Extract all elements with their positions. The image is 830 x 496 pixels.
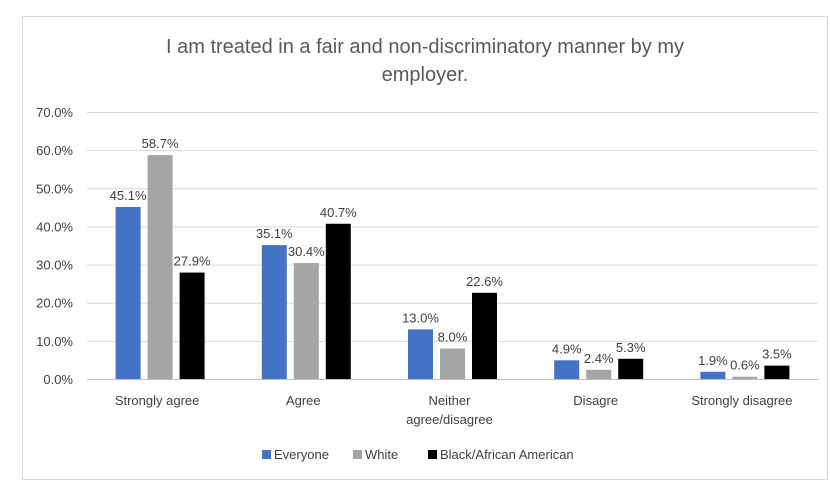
- legend-label: Everyone: [274, 447, 329, 462]
- x-category-label: agree/disagree: [406, 412, 493, 427]
- bar-black-african-american: [618, 358, 644, 379]
- bar-everyone: [700, 371, 726, 379]
- x-category-label: Neither: [429, 393, 472, 408]
- data-label: 5.3%: [616, 340, 646, 355]
- data-label: 45.1%: [110, 188, 147, 203]
- y-tick-label: 20.0%: [36, 296, 73, 311]
- bar-everyone: [115, 206, 141, 379]
- bar-everyone: [554, 360, 580, 379]
- legend-swatch: [428, 450, 437, 459]
- bar-black-african-american: [179, 272, 205, 379]
- y-tick-label: 50.0%: [36, 181, 73, 196]
- data-label: 0.6%: [730, 358, 760, 373]
- bar-everyone: [261, 245, 287, 379]
- bar-black-african-american: [325, 223, 351, 379]
- data-label: 22.6%: [466, 274, 503, 289]
- data-label: 40.7%: [320, 205, 357, 220]
- y-tick-label: 30.0%: [36, 258, 73, 273]
- bar-white: [440, 348, 465, 379]
- data-label: 35.1%: [256, 226, 293, 241]
- y-tick-label: 70.0%: [36, 105, 73, 120]
- data-label: 1.9%: [698, 353, 728, 368]
- data-label: 27.9%: [174, 254, 211, 269]
- bar-everyone: [408, 329, 433, 379]
- legend-label: Black/African American: [440, 447, 574, 462]
- y-tick-label: 0.0%: [43, 372, 73, 387]
- y-tick-label: 40.0%: [36, 219, 73, 234]
- x-category-label: Strongly agree: [115, 393, 200, 408]
- bar-black-african-american: [472, 292, 497, 379]
- legend-swatch: [353, 450, 362, 459]
- x-category-label: Strongly disagree: [691, 393, 792, 408]
- data-label: 13.0%: [402, 310, 439, 325]
- data-label: 4.9%: [552, 341, 582, 356]
- bar-black-african-american: [764, 365, 790, 379]
- chart-title-line-2: employer.: [382, 64, 469, 86]
- chart-title-line-1: I am treated in a fair and non-discrimin…: [166, 36, 684, 58]
- data-label: 8.0%: [438, 329, 468, 344]
- legend-label: White: [365, 447, 398, 462]
- data-label: 58.7%: [142, 136, 179, 151]
- bar-white: [147, 155, 173, 379]
- bar-white: [293, 263, 319, 379]
- bar-white: [586, 369, 612, 379]
- x-category-label: Agree: [286, 393, 321, 408]
- data-label: 2.4%: [584, 351, 614, 366]
- x-category-label: Disagre: [573, 393, 618, 408]
- y-tick-label: 60.0%: [36, 143, 73, 158]
- bar-white: [732, 376, 758, 379]
- legend-swatch: [262, 450, 271, 459]
- data-label: 3.5%: [762, 347, 792, 362]
- data-label: 30.4%: [288, 244, 325, 259]
- y-tick-label: 10.0%: [36, 334, 73, 349]
